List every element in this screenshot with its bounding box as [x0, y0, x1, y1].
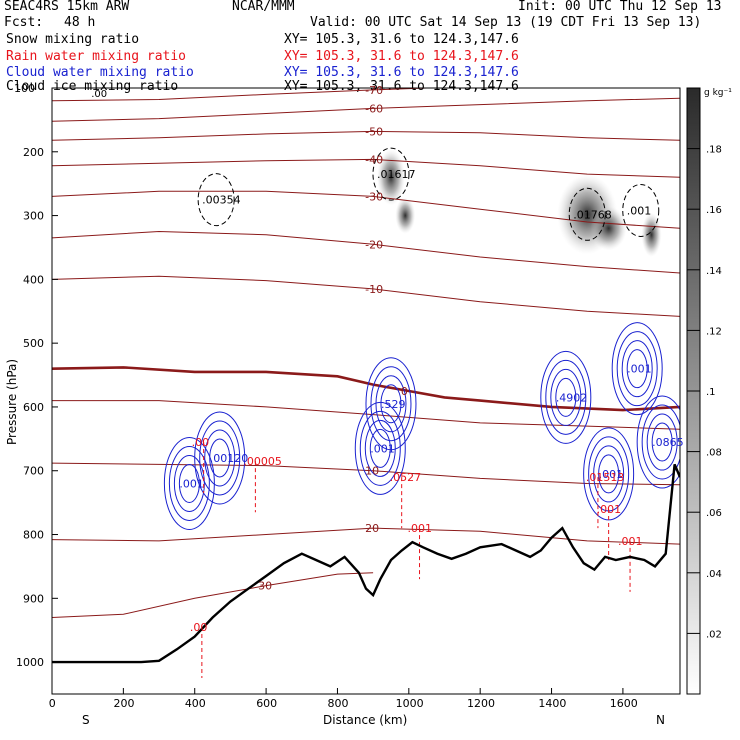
colorbar-tick-label: .12 [706, 326, 722, 337]
cloud-water-max-label: .529 [381, 398, 406, 411]
contour-label: 10 [365, 465, 379, 478]
cloud-water-max-label: .001 [370, 442, 395, 455]
temperature-contour [52, 573, 373, 618]
cloud-ice-max-label: .01617 [377, 168, 416, 181]
contour-label: -30 [365, 190, 383, 203]
y-tick-label: 1000 [16, 656, 44, 669]
y-tick-label: 700 [23, 465, 44, 478]
y-tick-label: 300 [23, 210, 44, 223]
contour-label: 20 [365, 522, 379, 535]
cloud-water-max-label: .001 [627, 363, 652, 376]
rain-max-label: .00 [192, 436, 210, 449]
cloud-water-max-label: .0865 [652, 436, 684, 449]
cloud-ice-max-label: .001 [627, 204, 652, 217]
colorbar-tick-label: .18 [706, 145, 722, 156]
rain-max-label: .00005 [243, 455, 281, 468]
contour-label: -60 [365, 102, 383, 115]
contour-label: 30 [258, 580, 272, 593]
y-axis-label: Pressure (hPa) [5, 359, 19, 445]
y-top-label: 100 [14, 82, 35, 95]
x-tick-label: 1400 [538, 697, 566, 710]
contour-label: -40 [365, 153, 383, 166]
y-tick-label: 800 [23, 529, 44, 542]
x-tick-label: 1200 [467, 697, 495, 710]
rain-max-label: .001 [408, 522, 433, 535]
x-axis-label: Distance (km) [323, 713, 407, 727]
contour-label: -50 [365, 125, 383, 138]
cloud-water-max-label: .4902 [556, 391, 588, 404]
cloud-ice-max-label: .01768 [573, 208, 612, 221]
y-tick-label: 400 [23, 273, 44, 286]
colorbar-tick-label: .1 [706, 387, 716, 398]
rain-max-label: .001 [597, 503, 622, 516]
x-tick-label: 200 [113, 697, 134, 710]
direction-south: S [82, 713, 90, 727]
colorbar-tick-label: .16 [706, 205, 722, 216]
x-tick-label: 1000 [396, 697, 424, 710]
x-tick-label: 1600 [610, 697, 638, 710]
y-tick-label: 200 [23, 146, 44, 159]
rain-max-label: .00 [190, 621, 208, 634]
x-tick-label: 600 [256, 697, 277, 710]
cross-section-chart: -70-60-50-40-30-20-100102030.001.00120.0… [0, 0, 740, 740]
x-tick-label: 800 [328, 697, 349, 710]
y-tick-label: 900 [23, 592, 44, 605]
colorbar-tick-label: .08 [706, 448, 722, 459]
rain-max-label: .001 [618, 535, 643, 548]
contour-label: -10 [365, 283, 383, 296]
colorbar-unit: g kg⁻¹ [704, 88, 732, 98]
colorbar-tick-label: .14 [706, 266, 722, 277]
colorbar-tick-label: .02 [706, 629, 722, 640]
colorbar-tick-label: .04 [706, 569, 722, 580]
x-tick-label: 400 [185, 697, 206, 710]
rain-max-label: .01513 [586, 471, 625, 484]
contour-label: 0 [401, 385, 408, 398]
y-tick-label: 500 [23, 337, 44, 350]
top-max-label: .00 [91, 89, 107, 100]
rain-max-label: .0527 [390, 471, 422, 484]
contour-label: -70 [365, 84, 383, 97]
x-tick-label: 0 [49, 697, 56, 710]
snow-shade-1 [395, 198, 415, 234]
cloud-ice-max-label: .00354 [202, 194, 241, 207]
y-tick-label: 600 [23, 401, 44, 414]
colorbar-tick-label: .06 [706, 508, 722, 519]
cloud-water-max-label: .001 [179, 477, 204, 490]
contour-label: -20 [365, 238, 383, 251]
direction-north: N [656, 713, 665, 727]
snow-shade-4 [641, 213, 661, 257]
